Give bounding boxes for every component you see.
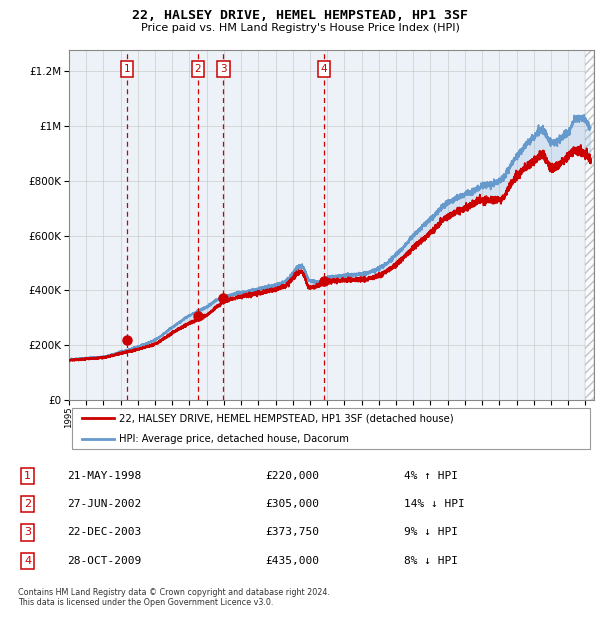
Text: 3: 3 — [24, 528, 31, 538]
Text: Contains HM Land Registry data © Crown copyright and database right 2024.
This d: Contains HM Land Registry data © Crown c… — [18, 588, 330, 607]
Text: 27-JUN-2002: 27-JUN-2002 — [67, 499, 141, 509]
Text: 4: 4 — [321, 64, 328, 74]
Polygon shape — [586, 50, 594, 400]
Text: 1: 1 — [24, 471, 31, 481]
Text: £220,000: £220,000 — [265, 471, 319, 481]
Text: 2: 2 — [194, 64, 201, 74]
Text: £305,000: £305,000 — [265, 499, 319, 509]
Text: 4: 4 — [24, 556, 31, 565]
Text: 9% ↓ HPI: 9% ↓ HPI — [404, 528, 458, 538]
Text: 22, HALSEY DRIVE, HEMEL HEMPSTEAD, HP1 3SF (detached house): 22, HALSEY DRIVE, HEMEL HEMPSTEAD, HP1 3… — [119, 414, 454, 423]
FancyBboxPatch shape — [71, 409, 590, 449]
Text: Price paid vs. HM Land Registry's House Price Index (HPI): Price paid vs. HM Land Registry's House … — [140, 23, 460, 33]
Text: 8% ↓ HPI: 8% ↓ HPI — [404, 556, 458, 565]
Text: 2: 2 — [24, 499, 31, 509]
Text: 22-DEC-2003: 22-DEC-2003 — [67, 528, 141, 538]
Text: 22, HALSEY DRIVE, HEMEL HEMPSTEAD, HP1 3SF: 22, HALSEY DRIVE, HEMEL HEMPSTEAD, HP1 3… — [132, 9, 468, 22]
Text: £373,750: £373,750 — [265, 528, 319, 538]
Text: 21-MAY-1998: 21-MAY-1998 — [67, 471, 141, 481]
Text: 14% ↓ HPI: 14% ↓ HPI — [404, 499, 464, 509]
Text: 3: 3 — [220, 64, 227, 74]
Text: 4% ↑ HPI: 4% ↑ HPI — [404, 471, 458, 481]
Text: 28-OCT-2009: 28-OCT-2009 — [67, 556, 141, 565]
Text: £435,000: £435,000 — [265, 556, 319, 565]
Text: HPI: Average price, detached house, Dacorum: HPI: Average price, detached house, Daco… — [119, 434, 349, 444]
Text: 1: 1 — [124, 64, 130, 74]
